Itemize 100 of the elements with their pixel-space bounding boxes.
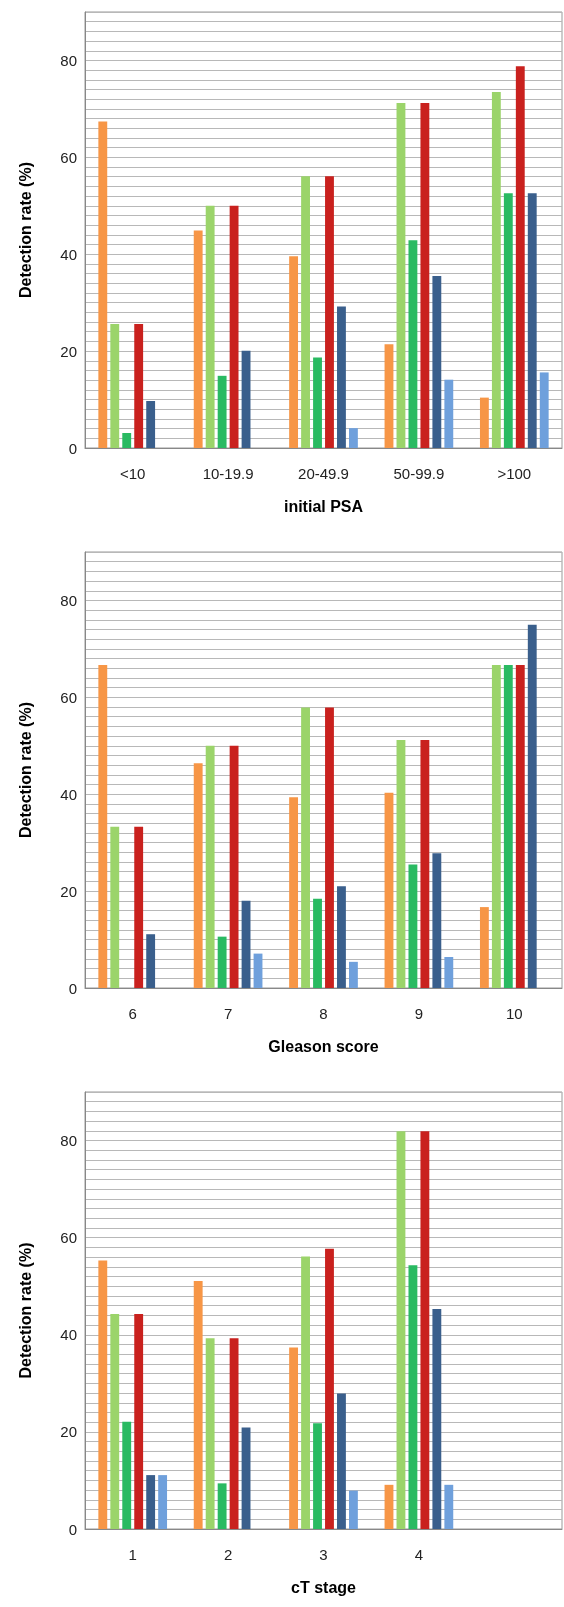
bar <box>444 957 454 988</box>
bar <box>110 1313 120 1529</box>
bar <box>384 344 394 448</box>
bar <box>348 428 358 448</box>
bar <box>491 91 501 448</box>
y-tick-label: 60 <box>60 148 77 166</box>
bar <box>479 907 489 988</box>
bar <box>444 379 454 448</box>
bar <box>444 1484 454 1529</box>
x-tick-label: >100 <box>497 465 532 482</box>
bar <box>289 797 299 988</box>
bar <box>503 193 513 448</box>
y-tick-label: 0 <box>68 979 77 997</box>
bar <box>384 1484 394 1529</box>
x-axis-title: initial PSA <box>283 497 364 515</box>
bar <box>98 121 108 448</box>
y-tick-label: 80 <box>60 51 77 69</box>
x-axis-title: cT stage <box>291 1578 357 1596</box>
y-tick-label: 20 <box>60 882 77 900</box>
bar <box>229 745 239 988</box>
y-tick-label: 0 <box>68 1520 77 1538</box>
bar <box>205 745 215 988</box>
x-tick-label: 10 <box>505 1005 523 1022</box>
bar <box>408 240 418 448</box>
bar <box>205 1338 215 1529</box>
bar <box>491 664 501 988</box>
bar <box>313 898 322 988</box>
bar <box>229 205 239 448</box>
x-tick-label: 20-49.9 <box>298 465 349 482</box>
bar <box>98 664 108 988</box>
y-tick-label: 40 <box>60 245 77 263</box>
bar <box>241 900 251 988</box>
bar <box>325 707 334 988</box>
bar <box>110 826 120 988</box>
bar <box>384 792 394 988</box>
bar <box>289 1347 299 1529</box>
bar <box>217 375 227 448</box>
bar <box>420 739 430 988</box>
bar <box>146 934 156 988</box>
x-tick-label: 4 <box>414 1546 424 1563</box>
bar <box>432 853 442 988</box>
x-axis-title: Gleason score <box>268 1037 379 1055</box>
bar <box>193 230 203 448</box>
bar <box>241 350 251 448</box>
bar <box>396 739 406 988</box>
y-tick-label: 20 <box>60 342 77 360</box>
bar <box>134 1313 144 1529</box>
bar <box>396 103 406 448</box>
x-tick-label: 1 <box>128 1546 137 1563</box>
bar <box>98 1260 108 1529</box>
bar <box>325 176 334 448</box>
bar <box>301 1256 310 1529</box>
x-tick-label: 3 <box>319 1546 328 1563</box>
bar <box>146 1475 156 1529</box>
x-tick-label: 10-19.9 <box>202 465 254 482</box>
bar <box>313 357 322 448</box>
bar <box>134 826 144 988</box>
y-axis-title: Detection rate (%) <box>16 161 34 299</box>
bar <box>503 664 513 988</box>
bar <box>527 193 537 448</box>
bar <box>122 1421 132 1529</box>
x-tick-label: 7 <box>223 1005 233 1022</box>
bar <box>420 1131 430 1529</box>
bar <box>479 397 489 448</box>
bar <box>146 401 156 448</box>
bar <box>408 1265 418 1529</box>
bar <box>301 176 310 448</box>
bar <box>408 864 418 988</box>
x-tick-label: 2 <box>223 1546 233 1563</box>
y-tick-label: 40 <box>60 1326 77 1344</box>
bar <box>193 1280 203 1529</box>
bar <box>348 961 358 988</box>
y-tick-label: 60 <box>60 688 77 706</box>
bar <box>301 707 310 988</box>
y-tick-label: 20 <box>60 1423 77 1441</box>
bar <box>420 103 430 448</box>
y-tick-label: 80 <box>60 591 77 609</box>
bar <box>134 323 144 448</box>
bar <box>325 1248 334 1529</box>
x-tick-label: 9 <box>414 1005 424 1022</box>
y-axis-title: Detection rate (%) <box>16 1242 34 1379</box>
x-tick-label: 50-99.9 <box>393 465 445 482</box>
bar <box>396 1131 406 1529</box>
bar <box>348 1490 358 1529</box>
y-axis-title: Detection rate (%) <box>16 701 34 839</box>
bar <box>337 306 346 448</box>
bar <box>110 323 120 448</box>
bar <box>527 624 537 988</box>
bar <box>337 1393 346 1529</box>
bar <box>229 1338 239 1529</box>
x-tick-label: 8 <box>319 1005 328 1022</box>
bar <box>158 1475 168 1529</box>
bar <box>313 1423 322 1529</box>
y-tick-label: 60 <box>60 1229 77 1247</box>
bar <box>432 1309 442 1529</box>
bar <box>337 886 346 988</box>
bar <box>515 664 525 988</box>
bar <box>217 936 227 988</box>
y-tick-label: 40 <box>60 785 77 803</box>
bar <box>515 66 525 448</box>
